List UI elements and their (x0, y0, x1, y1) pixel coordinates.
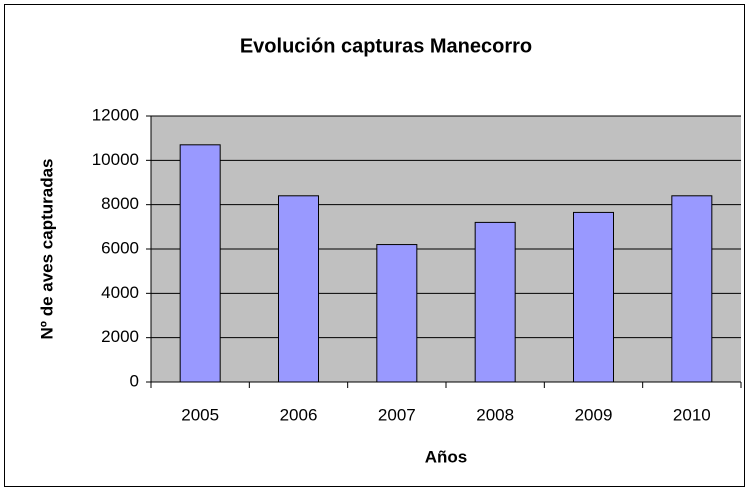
x-tick-label: 2007 (378, 405, 416, 424)
x-tick-label: 2008 (476, 405, 514, 424)
y-tick-label: 0 (130, 371, 139, 390)
x-tick-label: 2009 (575, 405, 613, 424)
y-tick-label: 2000 (101, 327, 139, 346)
x-tick-label: 2005 (181, 405, 219, 424)
bar (573, 211, 614, 383)
y-tick-label: 10000 (92, 150, 139, 169)
bar (179, 144, 221, 383)
x-tick-label: 2010 (673, 405, 711, 424)
x-tick-label: 2006 (280, 405, 318, 424)
bar (671, 195, 713, 383)
bar (278, 195, 319, 383)
y-tick-label: 8000 (101, 194, 139, 213)
bar (474, 221, 516, 383)
y-tick-label: 6000 (101, 238, 139, 257)
chart-title: Evolución capturas Manecorro (240, 35, 532, 57)
y-axis-label: Nº de aves capturadas (37, 158, 56, 339)
bar (376, 244, 418, 383)
y-tick-label: 4000 (101, 283, 139, 302)
x-axis-label: Años (425, 447, 468, 466)
y-tick-label: 12000 (92, 105, 139, 124)
